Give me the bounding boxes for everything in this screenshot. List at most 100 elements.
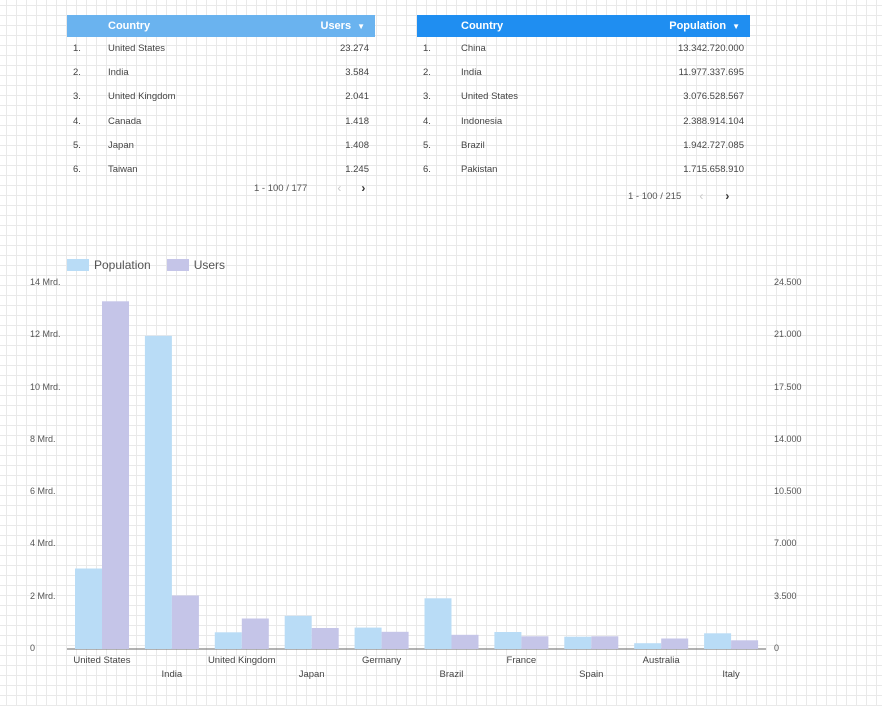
y-right-tick-label: 17.500 <box>774 381 802 392</box>
y-right-tick-label: 3.500 <box>774 590 797 601</box>
row-country: China <box>461 43 486 54</box>
table-row[interactable]: 2. India 11.977.337.695 <box>417 61 750 85</box>
bar-population-france[interactable] <box>494 632 522 649</box>
row-value: 2.041 <box>345 91 369 102</box>
bar-users-brazil[interactable] <box>451 634 479 649</box>
row-country: United States <box>108 43 166 54</box>
legend-swatch <box>67 259 89 271</box>
table-row[interactable]: 3. United States 3.076.528.567 <box>417 85 750 109</box>
row-country: India <box>108 67 129 78</box>
y-left-tick-label: 4 Mrd. <box>30 538 56 549</box>
table-row[interactable]: 5. Brazil 1.942.727.085 <box>417 134 750 158</box>
bar-population-brazil[interactable] <box>424 598 452 649</box>
table-row[interactable]: 4. Indonesia 2.388.914.104 <box>417 110 750 134</box>
x-tick-label: Japan <box>298 669 325 680</box>
row-value: 3.076.528.567 <box>683 91 744 102</box>
pagination-range: 1 - 100 / 177 <box>254 182 308 194</box>
row-rank: 1. <box>423 43 431 54</box>
row-country: Brazil <box>461 140 485 151</box>
bar-users-united-states[interactable] <box>102 301 129 649</box>
bar-population-spain[interactable] <box>564 636 592 649</box>
column-header-label: Users <box>320 20 352 32</box>
legend-label: Users <box>193 258 226 272</box>
table-row[interactable]: 4. Canada 1.418 <box>67 110 375 134</box>
row-value: 2.388.914.104 <box>683 116 744 127</box>
bar-users-australia[interactable] <box>661 638 689 650</box>
row-country: Indonesia <box>461 116 503 127</box>
bar-users-spain[interactable] <box>591 636 619 649</box>
bar-population-united-states[interactable] <box>75 568 102 650</box>
table-row[interactable]: 6. Pakistan 1.715.658.910 <box>417 158 750 182</box>
bar-users-france[interactable] <box>521 636 549 649</box>
column-header-label: Population <box>669 20 727 32</box>
bar-users-united-kingdom[interactable] <box>241 618 269 650</box>
bar-population-australia[interactable] <box>634 643 662 649</box>
table-row[interactable]: 2. India 3.584 <box>67 61 375 85</box>
y-left-tick-label: 12 Mrd. <box>30 329 61 340</box>
y-right-tick-label: 14.000 <box>774 433 802 444</box>
pagination-range: 1 - 100 / 215 <box>628 190 682 202</box>
bar-population-india[interactable] <box>144 335 172 649</box>
x-tick-label: Brazil <box>439 669 464 680</box>
row-value: 1.418 <box>345 116 369 127</box>
column-header-country[interactable]: Country <box>108 20 151 32</box>
row-country: Taiwan <box>108 164 138 175</box>
row-country: India <box>461 67 482 78</box>
y-right-tick-label: 10.500 <box>774 486 802 497</box>
table-row[interactable]: 3. United Kingdom 2.041 <box>67 85 375 109</box>
row-rank: 5. <box>423 140 431 151</box>
row-rank: 6. <box>423 164 431 175</box>
chevron-left-icon[interactable]: ‹ <box>699 189 704 203</box>
row-rank: 5. <box>73 140 81 151</box>
y-right-tick-label: 7.000 <box>774 538 797 549</box>
row-rank: 2. <box>73 67 81 78</box>
x-tick-label: India <box>161 669 183 680</box>
y-right-tick-label: 21.000 <box>774 329 802 340</box>
legend-item-population[interactable]: Population <box>67 258 151 272</box>
row-country: United Kingdom <box>108 91 176 102</box>
x-tick-label: Spain <box>579 669 604 680</box>
chevron-left-icon[interactable]: ‹ <box>337 181 342 195</box>
table-row[interactable]: 5. Japan 1.408 <box>67 134 375 158</box>
x-tick-label: Australia <box>642 655 680 666</box>
bar-users-italy[interactable] <box>731 640 759 649</box>
sort-descending-icon[interactable]: ▼ <box>732 21 740 31</box>
chevron-right-icon[interactable]: › <box>361 181 366 195</box>
table-row[interactable]: 6. Taiwan 1.245 <box>67 158 375 182</box>
bar-users-germany[interactable] <box>381 631 409 649</box>
row-country: United States <box>461 91 519 102</box>
table-row[interactable]: 1. China 13.342.720.000 <box>417 37 750 61</box>
column-header-users[interactable]: Users ▼ <box>321 20 366 32</box>
bar-population-japan[interactable] <box>284 615 312 649</box>
table-row[interactable]: 1. United States 23.274 <box>67 37 375 61</box>
legend-item-users[interactable]: Users <box>166 258 226 272</box>
row-country: Pakistan <box>461 164 498 175</box>
x-tick-label: United States <box>73 655 131 666</box>
row-value: 23.274 <box>339 43 369 54</box>
bar-users-japan[interactable] <box>311 628 339 649</box>
y-left-tick-label: 6 Mrd. <box>30 486 56 497</box>
pagination: 1 - 100 / 215 ‹ › <box>628 189 729 203</box>
column-header-population[interactable]: Population ▼ <box>669 20 740 32</box>
sort-descending-icon[interactable]: ▼ <box>357 21 365 31</box>
y-left-tick-label: 0 <box>30 643 36 653</box>
row-country: Japan <box>108 140 134 151</box>
row-value: 13.342.720.000 <box>677 43 744 54</box>
column-header-country[interactable]: Country <box>461 20 504 32</box>
bar-population-united-kingdom[interactable] <box>214 632 242 649</box>
row-rank: 2. <box>423 67 431 78</box>
bar-users-india[interactable] <box>171 595 199 650</box>
x-tick-label: Germany <box>362 655 402 666</box>
row-rank: 4. <box>73 116 81 127</box>
bar-population-italy[interactable] <box>704 633 732 649</box>
legend-label: Population <box>94 258 151 272</box>
row-value: 1.942.727.085 <box>683 140 744 151</box>
chevron-right-icon[interactable]: › <box>725 189 730 203</box>
x-tick-label: France <box>506 655 537 666</box>
row-value: 3.584 <box>345 67 369 78</box>
bar-population-germany[interactable] <box>354 627 382 649</box>
table-header: Country Users ▼ <box>67 15 375 37</box>
x-tick-label: Italy <box>722 669 740 680</box>
y-right-tick-label: 24.500 <box>774 277 802 287</box>
